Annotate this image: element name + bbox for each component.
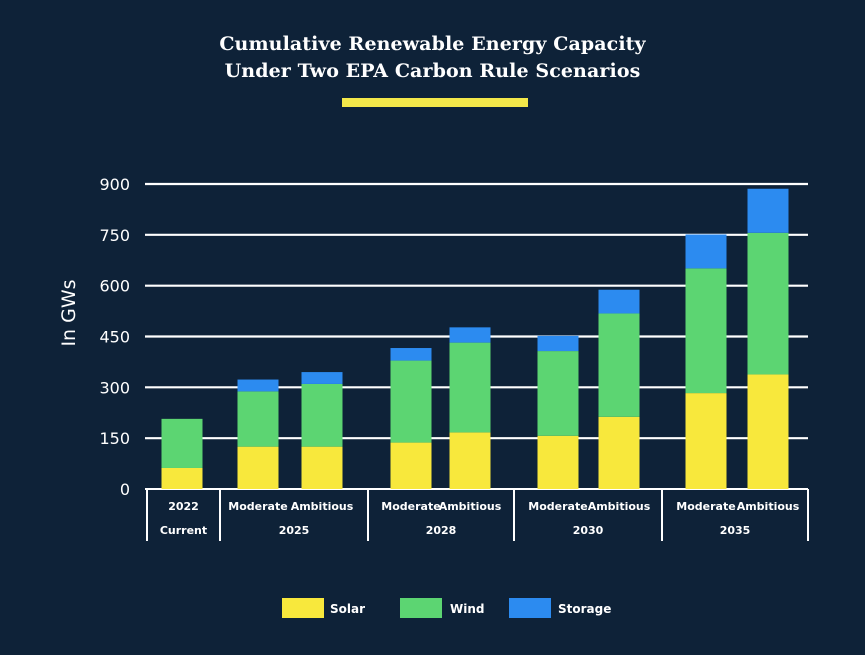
bar-wind: [301, 383, 343, 447]
y-tick-label: 300: [99, 378, 130, 397]
category-scenario-label: Moderate: [381, 500, 440, 513]
category-scenario-label: Ambitious: [588, 500, 651, 513]
bar-solar: [537, 435, 579, 489]
category-scenario-label: Moderate: [228, 500, 287, 513]
y-tick-label: 150: [99, 429, 130, 448]
y-axis-label: In GWs: [58, 279, 80, 346]
category-year-label: 2028: [426, 524, 457, 537]
category-year-label: 2035: [720, 524, 751, 537]
legend-swatch-solar: [282, 598, 324, 618]
bar-wind: [598, 313, 640, 417]
bar-storage: [685, 234, 727, 269]
bar-solar: [747, 374, 789, 489]
bar-wind: [747, 232, 789, 375]
category-year-label: 2025: [279, 524, 310, 537]
bar-storage: [301, 372, 343, 384]
legend-swatch-storage: [509, 598, 551, 618]
legend-label-solar: Solar: [330, 602, 365, 616]
bar-solar: [237, 446, 279, 489]
bar-wind: [685, 268, 727, 394]
category-scenario-label: Ambitious: [439, 500, 502, 513]
category-scenario-label: Moderate: [528, 500, 587, 513]
y-tick-label: 450: [99, 328, 130, 347]
y-tick-label: 900: [99, 175, 130, 194]
category-year-label: 2030: [573, 524, 604, 537]
category-scenario-label: Moderate: [676, 500, 735, 513]
bar-storage: [449, 327, 491, 343]
legend-label-storage: Storage: [558, 602, 611, 616]
bar-storage: [598, 289, 640, 314]
bar-solar: [598, 416, 640, 489]
title-accent-bar: [342, 98, 528, 107]
bar-storage: [537, 335, 579, 352]
bar-storage: [390, 348, 432, 361]
y-tick-label: 750: [99, 226, 130, 245]
bar-wind: [390, 360, 432, 443]
chart-title: Cumulative Renewable Energy Capacity: [219, 33, 646, 55]
y-tick-label: 0: [120, 480, 130, 499]
bar-solar: [449, 432, 491, 489]
category-scenario-label: Ambitious: [291, 500, 354, 513]
bar-wind: [449, 342, 491, 433]
category-scenario-label: Ambitious: [737, 500, 800, 513]
bar-storage: [747, 188, 789, 233]
bar-wind: [237, 391, 279, 447]
category-scenario-label: Current: [160, 524, 207, 537]
bar-wind: [161, 418, 203, 468]
bar-solar: [685, 393, 727, 489]
bar-wind: [537, 351, 579, 436]
category-year-label: 2022: [168, 500, 199, 513]
y-tick-label: 600: [99, 277, 130, 296]
bar-storage: [237, 379, 279, 392]
legend-swatch-wind: [400, 598, 442, 618]
chart-subtitle: Under Two EPA Carbon Rule Scenarios: [224, 60, 641, 82]
legend-label-wind: Wind: [450, 602, 484, 616]
bar-solar: [390, 442, 432, 489]
bar-solar: [161, 467, 203, 489]
bar-solar: [301, 446, 343, 489]
